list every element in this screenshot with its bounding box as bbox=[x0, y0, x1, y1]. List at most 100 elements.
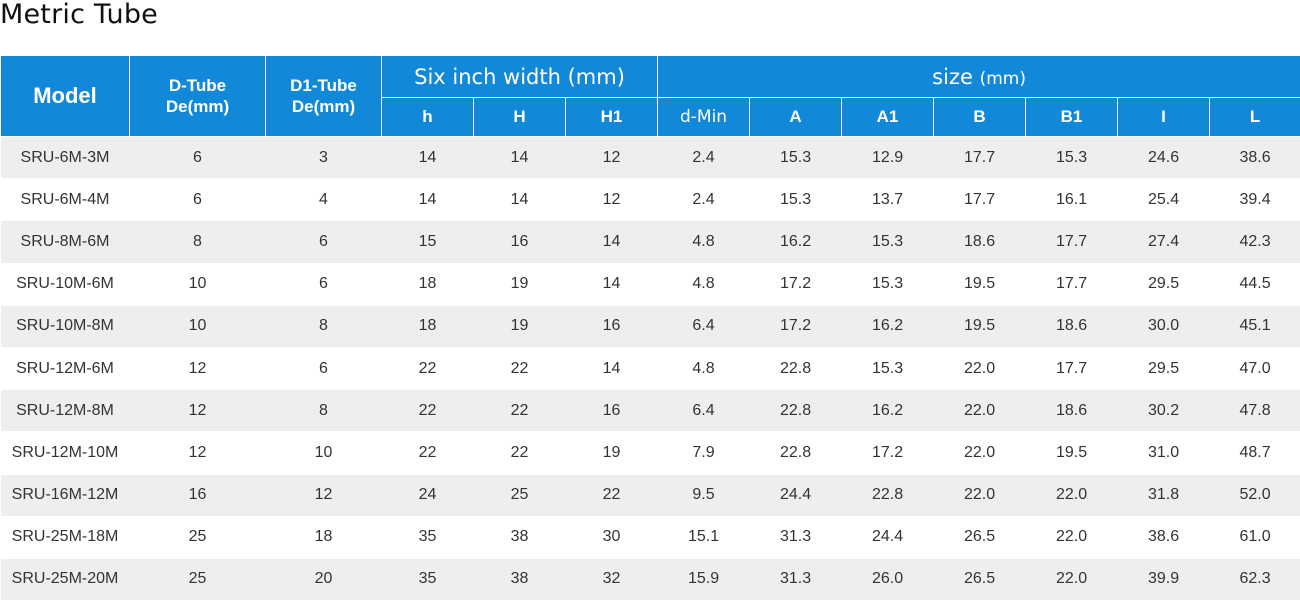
table-row: SRU-8M-6M 8 6 15 16 14 4.8 16.2 15.3 18.6 17.7 27.4… bbox=[0, 220, 1300, 264]
cell-model: SRU-6M-4M bbox=[0, 178, 130, 222]
cell-A1: 13.7 bbox=[841, 178, 934, 222]
cell-model: SRU-25M-18M bbox=[0, 515, 130, 559]
header-d-tube: D-Tube De(mm) bbox=[129, 55, 266, 137]
cell-B: 26.5 bbox=[933, 515, 1026, 559]
cell-h: 18 bbox=[381, 262, 474, 306]
table-row: SRU-12M-8M 12 8 22 22 16 6.4 22.8 16.2 22.0 18.6 30… bbox=[0, 389, 1300, 433]
header-model: Model bbox=[0, 55, 130, 137]
cell-B: 17.7 bbox=[933, 135, 1026, 180]
cell-L: 48.7 bbox=[1209, 431, 1300, 475]
cell-B1: 22.0 bbox=[1025, 515, 1118, 559]
cell-L: 44.5 bbox=[1209, 262, 1300, 306]
cell-H1: 30 bbox=[565, 515, 658, 559]
cell-H1: 14 bbox=[565, 346, 658, 391]
cell-B: 22.0 bbox=[933, 346, 1026, 391]
cell-d-min: 2.4 bbox=[657, 135, 750, 180]
cell-d-tube: 6 bbox=[129, 135, 266, 180]
cell-d-min: 7.9 bbox=[657, 431, 750, 475]
cell-d-min: 9.5 bbox=[657, 473, 750, 517]
cell-H1: 14 bbox=[565, 262, 658, 306]
cell-h: 35 bbox=[381, 557, 474, 602]
cell-H: 38 bbox=[473, 515, 566, 559]
cell-H: 25 bbox=[473, 473, 566, 517]
cell-A: 24.4 bbox=[749, 473, 842, 517]
cell-d1-tube: 3 bbox=[265, 135, 382, 180]
cell-d1-tube: 8 bbox=[265, 389, 382, 433]
cell-d-tube: 6 bbox=[129, 178, 266, 222]
cell-A: 16.2 bbox=[749, 220, 842, 264]
cell-d-tube: 8 bbox=[129, 220, 266, 264]
cell-h: 24 bbox=[381, 473, 474, 517]
cell-B1: 22.0 bbox=[1025, 473, 1118, 517]
cell-d-min: 15.1 bbox=[657, 515, 750, 559]
cell-B: 18.6 bbox=[933, 220, 1026, 264]
header-h: h bbox=[381, 97, 474, 137]
cell-B1: 17.7 bbox=[1025, 346, 1118, 391]
cell-d1-tube: 6 bbox=[265, 262, 382, 306]
cell-I: 25.4 bbox=[1117, 178, 1210, 222]
cell-L: 47.0 bbox=[1209, 346, 1300, 391]
table-row: SRU-6M-3M 6 3 14 14 12 2.4 15.3 12.9 17.7 15.3 24.6… bbox=[0, 135, 1300, 180]
cell-A: 31.3 bbox=[749, 557, 842, 602]
cell-A1: 24.4 bbox=[841, 515, 934, 559]
cell-model: SRU-12M-8M bbox=[0, 389, 130, 433]
header-I: I bbox=[1117, 97, 1211, 137]
header-L: L bbox=[1209, 97, 1300, 137]
header-B1: B1 bbox=[1025, 97, 1119, 137]
cell-I: 29.5 bbox=[1117, 262, 1210, 306]
cell-d-min: 4.8 bbox=[657, 220, 750, 264]
cell-L: 38.6 bbox=[1209, 135, 1300, 180]
cell-A: 15.3 bbox=[749, 135, 842, 180]
cell-A1: 16.2 bbox=[841, 389, 934, 433]
cell-A: 17.2 bbox=[749, 262, 842, 306]
cell-B1: 15.3 bbox=[1025, 135, 1118, 180]
header-d-min: d-Min bbox=[657, 97, 751, 137]
cell-B: 22.0 bbox=[933, 473, 1026, 517]
cell-I: 27.4 bbox=[1117, 220, 1210, 264]
cell-h: 35 bbox=[381, 515, 474, 559]
cell-B1: 18.6 bbox=[1025, 389, 1118, 433]
cell-A: 31.3 bbox=[749, 515, 842, 559]
cell-d1-tube: 6 bbox=[265, 346, 382, 391]
cell-model: SRU-6M-3M bbox=[0, 135, 130, 180]
cell-B: 22.0 bbox=[933, 389, 1026, 433]
header-d1-tube-line1: D1-Tube bbox=[290, 76, 357, 95]
cell-d-tube: 12 bbox=[129, 431, 266, 475]
cell-H1: 12 bbox=[565, 178, 658, 222]
table-row: SRU-25M-18M 25 18 35 38 30 15.1 31.3 24.4 26.5 22.… bbox=[0, 515, 1300, 559]
table-row: SRU-16M-12M 16 12 24 25 22 9.5 24.4 22.8 22.0 22.0… bbox=[0, 473, 1300, 517]
cell-L: 61.0 bbox=[1209, 515, 1300, 559]
cell-H1: 12 bbox=[565, 135, 658, 180]
cell-A1: 16.2 bbox=[841, 304, 934, 348]
header-d1-tube-line2: De(mm) bbox=[291, 97, 356, 116]
cell-A1: 15.3 bbox=[841, 220, 934, 264]
header-six-inch-width-group: Six inch width (mm) bbox=[380, 55, 659, 98]
cell-H: 14 bbox=[473, 178, 566, 222]
cell-d1-tube: 8 bbox=[265, 304, 382, 348]
cell-I: 30.2 bbox=[1117, 389, 1210, 433]
cell-H1: 19 bbox=[565, 431, 658, 475]
cell-h: 18 bbox=[381, 304, 474, 348]
cell-H: 19 bbox=[473, 304, 566, 348]
header-B: B bbox=[933, 97, 1027, 137]
cell-model: SRU-25M-20M bbox=[0, 557, 130, 602]
cell-h: 14 bbox=[381, 178, 474, 222]
cell-I: 38.6 bbox=[1117, 515, 1210, 559]
cell-B: 19.5 bbox=[933, 304, 1026, 348]
cell-A1: 15.3 bbox=[841, 346, 934, 391]
cell-A1: 26.0 bbox=[841, 557, 934, 602]
page-title: Metric Tube bbox=[0, 0, 158, 30]
cell-d-tube: 12 bbox=[129, 346, 266, 391]
cell-H1: 16 bbox=[565, 304, 658, 348]
cell-A1: 15.3 bbox=[841, 262, 934, 306]
cell-B1: 22.0 bbox=[1025, 557, 1118, 602]
cell-I: 31.0 bbox=[1117, 431, 1210, 475]
cell-A: 17.2 bbox=[749, 304, 842, 348]
table-row: SRU-12M-6M 12 6 22 22 14 4.8 22.8 15.3 22.0 17.7 29… bbox=[0, 346, 1300, 391]
cell-d1-tube: 6 bbox=[265, 220, 382, 264]
cell-H: 22 bbox=[473, 431, 566, 475]
cell-H: 19 bbox=[473, 262, 566, 306]
cell-d-min: 4.8 bbox=[657, 346, 750, 391]
cell-H1: 16 bbox=[565, 389, 658, 433]
cell-d-tube: 10 bbox=[129, 304, 266, 348]
